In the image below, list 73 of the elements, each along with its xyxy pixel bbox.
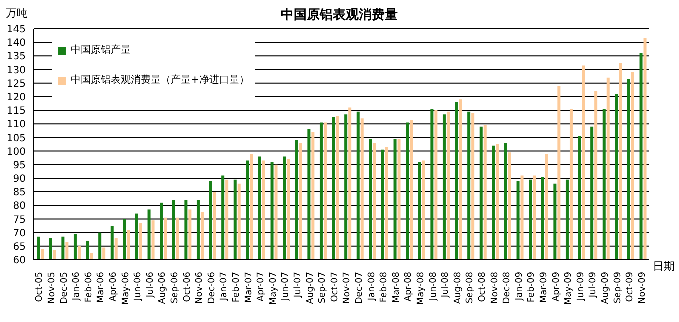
y-tick-label: 130 — [6, 65, 26, 76]
x-tick-label: Oct-07 — [330, 272, 340, 302]
x-tick-label: Mar-09 — [539, 272, 550, 304]
x-tick-label: Jul-09 — [588, 272, 599, 299]
x-tick-label: Mar-08 — [392, 272, 402, 304]
x-tick-label: Feb-08 — [380, 272, 390, 303]
y-tick-label: 145 — [6, 24, 26, 36]
x-axis-title: 日期 — [653, 260, 675, 273]
x-tick-label: Oct-06 — [182, 272, 193, 302]
y-tick-label: 125 — [6, 78, 26, 90]
y-tick-label: 100 — [6, 146, 26, 158]
x-tick-label: Sep-08 — [466, 272, 476, 304]
x-tick-label: Jul-07 — [293, 272, 304, 299]
y-tick-label: 80 — [13, 201, 26, 212]
x-tick-label: Dec-05 — [60, 272, 70, 304]
x-tick-label: Sep-09 — [613, 272, 624, 304]
y-tick-label: 105 — [6, 133, 26, 144]
x-tick-label: Nov-05 — [47, 272, 58, 304]
y-tick-label: 120 — [6, 92, 26, 104]
x-tick-label: Dec-07 — [354, 272, 365, 304]
x-tick-label: Oct-08 — [478, 272, 488, 302]
x-tick-label: Sep-06 — [170, 272, 180, 304]
x-tick-label: Oct-09 — [626, 272, 636, 302]
x-tick-label: May-08 — [416, 272, 426, 306]
x-tick-label: Apr-08 — [404, 272, 414, 302]
x-tick-label: Jun-06 — [134, 272, 144, 302]
x-tick-label: Nov-07 — [342, 272, 353, 304]
x-tick-label: Jun-07 — [281, 272, 292, 302]
y-tick-label: 90 — [13, 174, 26, 186]
x-tick-label: Dec-08 — [502, 272, 513, 304]
x-tick-label: Nov-08 — [490, 272, 500, 304]
y-tick-label: 75 — [13, 214, 26, 226]
x-tick-label: Feb-09 — [527, 272, 538, 303]
y-tick-label: 65 — [13, 242, 26, 253]
x-tick-label: Apr-07 — [256, 272, 267, 302]
y-tick-label: 110 — [6, 120, 26, 131]
y-tick-label: 140 — [6, 38, 26, 50]
x-tick-label: Dec-06 — [207, 272, 218, 304]
x-tick-label: May-09 — [564, 272, 574, 306]
y-tick-label: 135 — [6, 52, 26, 63]
x-tick-label: Oct-05 — [35, 272, 46, 302]
x-tick-label: Sep-07 — [318, 272, 328, 304]
y-axis-title: 万吨 — [6, 7, 28, 20]
x-tick-label: Jun-08 — [428, 272, 439, 302]
x-tick-label: Aug-06 — [158, 272, 168, 304]
chart-title: 中国原铝表观消费量 — [281, 8, 398, 23]
x-tick-label: Jan-07 — [220, 272, 230, 302]
x-tick-label: May-06 — [121, 272, 132, 306]
y-tick-label: 85 — [13, 188, 26, 199]
x-tick-label: Mar-06 — [96, 272, 107, 304]
x-tick-label: Jul-08 — [441, 272, 452, 299]
x-tick-label: Feb-06 — [84, 272, 94, 303]
y-tick-label: 60 — [13, 256, 26, 267]
x-tick-label: Jan-08 — [367, 272, 378, 302]
y-tick-label: 95 — [13, 160, 26, 172]
x-tick-label: Aug-09 — [600, 272, 611, 304]
x-tick-label: Nov-09 — [638, 272, 648, 304]
x-tick-label: Jan-06 — [72, 272, 82, 302]
x-tick-label: Apr-09 — [552, 272, 562, 302]
x-tick-label: Feb-07 — [232, 272, 242, 303]
x-tick-label: Nov-06 — [195, 272, 206, 304]
x-tick-label: Jan-09 — [514, 272, 525, 302]
x-tick-label: Aug-08 — [453, 272, 464, 304]
x-tick-label: Apr-06 — [108, 272, 119, 302]
x-tick-label: Aug-07 — [306, 272, 316, 304]
legend-label: 中国原铝产量 — [71, 44, 131, 58]
y-tick-label: 70 — [13, 228, 26, 240]
x-tick-label: May-07 — [268, 272, 279, 306]
x-tick-label: Jun-09 — [576, 272, 586, 302]
y-tick-label: 115 — [6, 106, 26, 118]
x-tick-label: Jul-06 — [146, 272, 156, 299]
legend-label: 中国原铝表观消费量（产量+净进口量） — [71, 74, 250, 88]
x-tick-label: Mar-07 — [244, 272, 254, 304]
